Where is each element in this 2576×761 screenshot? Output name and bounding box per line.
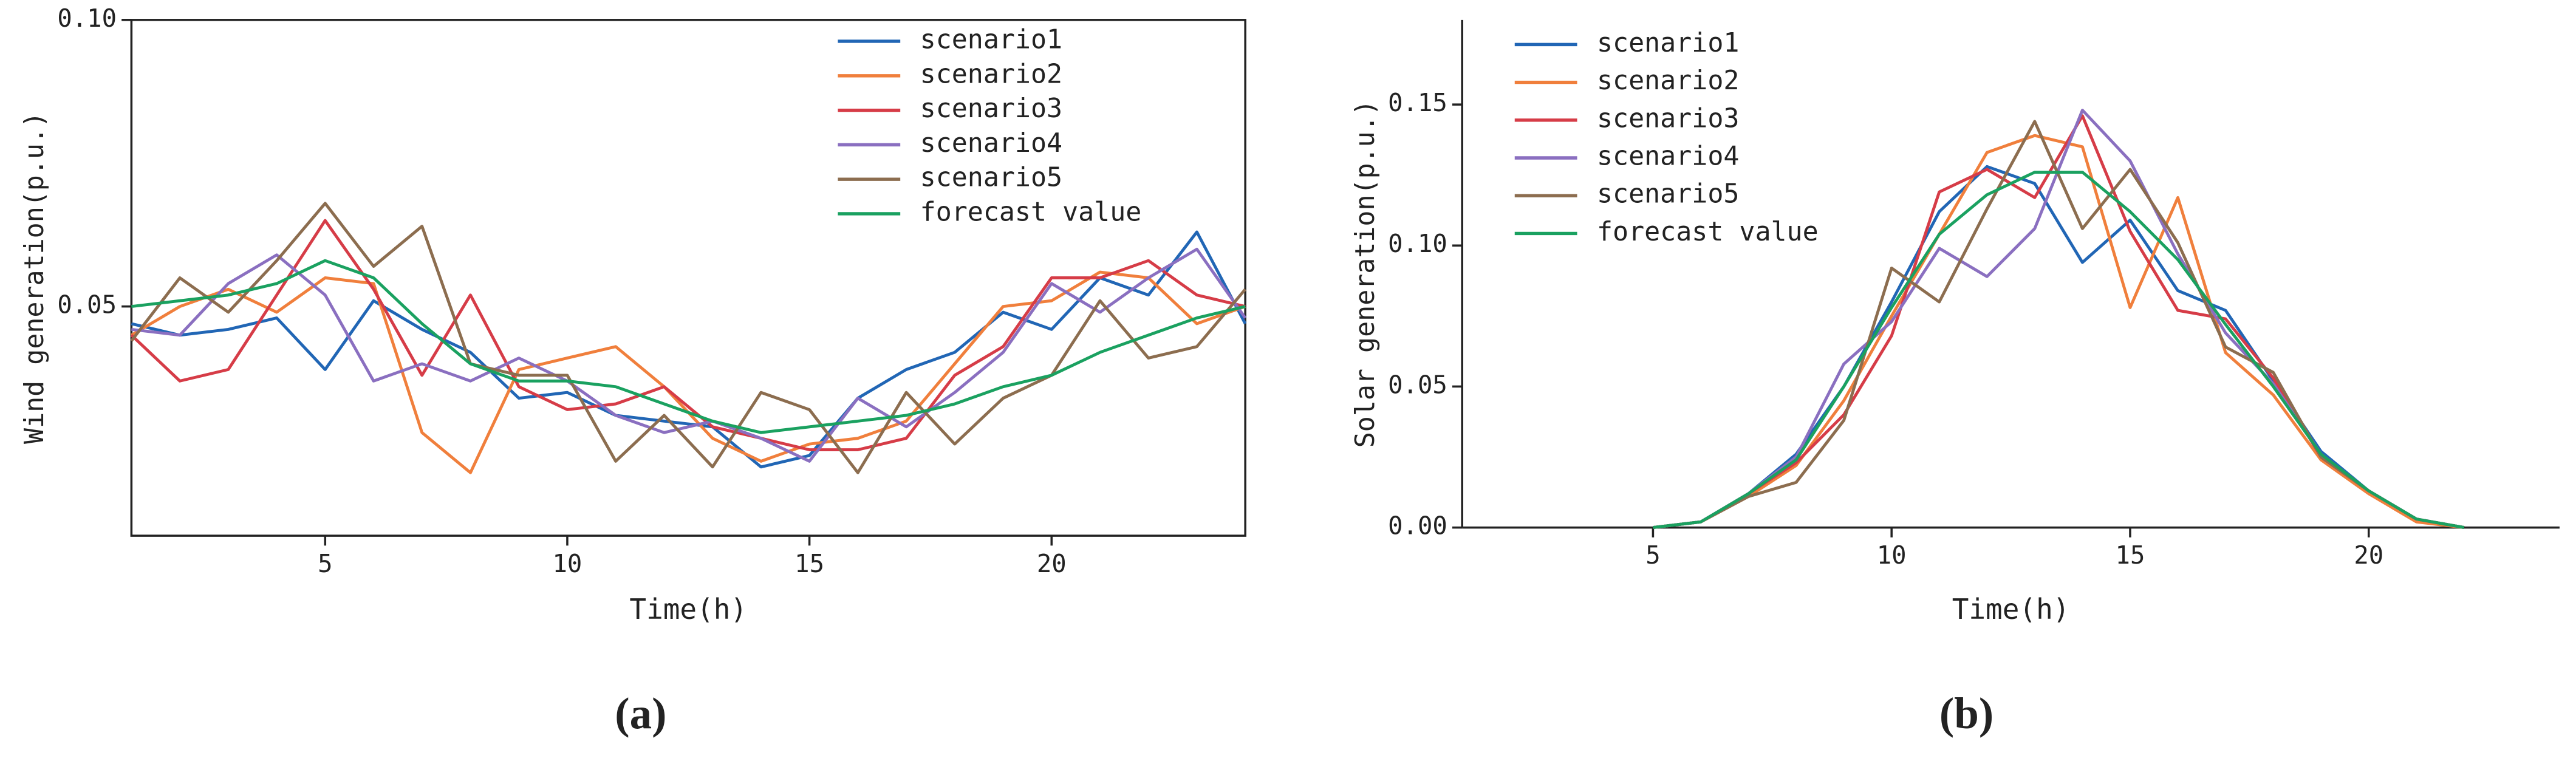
- series-line: [1653, 171, 2465, 529]
- legend-label: scenario2: [920, 59, 1062, 89]
- x-tick-label: 15: [2116, 541, 2145, 570]
- series-line: [1653, 165, 2465, 529]
- series-line: [130, 219, 1246, 451]
- x-axis-label: Time(h): [629, 593, 747, 626]
- legend-label: scenario2: [1597, 66, 1739, 96]
- caption: (a): [615, 689, 666, 738]
- x-tick-label: 5: [1645, 541, 1660, 570]
- x-tick-label: 20: [1037, 549, 1067, 578]
- legend-label: forecast value: [920, 197, 1142, 227]
- x-tick-label: 10: [553, 549, 583, 578]
- legend-label: scenario5: [1597, 179, 1739, 210]
- y-tick-label: 0.10: [1388, 229, 1447, 258]
- caption: (b): [1939, 689, 1993, 738]
- legend-label: scenario1: [1597, 28, 1739, 58]
- x-tick-label: 15: [794, 549, 824, 578]
- y-axis-label: Solar generation(p.u.): [1350, 100, 1381, 448]
- legend-label: scenario1: [920, 24, 1062, 55]
- series-line: [131, 247, 1247, 463]
- legend-label: forecast value: [1597, 217, 1819, 247]
- legend-label: scenario4: [1597, 142, 1739, 172]
- legend-label: scenario5: [920, 163, 1062, 193]
- series-line: [131, 230, 1247, 469]
- y-tick-label: 0.05: [57, 290, 117, 319]
- plot-frame: [130, 19, 1246, 537]
- series-line: [130, 202, 1247, 474]
- y-tick-label: 0.05: [1388, 370, 1447, 399]
- x-tick-label: 10: [1877, 541, 1907, 570]
- x-tick-label: 20: [2354, 541, 2383, 570]
- y-tick-label: 0.00: [1388, 511, 1447, 541]
- y-tick-label: 0.15: [1388, 88, 1447, 117]
- y-axis-label: Wind generation(p.u.): [19, 112, 50, 444]
- x-tick-label: 5: [318, 549, 332, 578]
- legend-label: scenario3: [1597, 103, 1739, 134]
- y-tick-label: 0.10: [57, 4, 117, 33]
- series-line: [1653, 120, 2465, 529]
- series-line: [131, 259, 1246, 434]
- legend-label: scenario3: [920, 94, 1062, 124]
- legend-label: scenario4: [920, 128, 1062, 159]
- series-line: [1653, 134, 2465, 529]
- x-axis-label: Time(h): [1952, 593, 2070, 626]
